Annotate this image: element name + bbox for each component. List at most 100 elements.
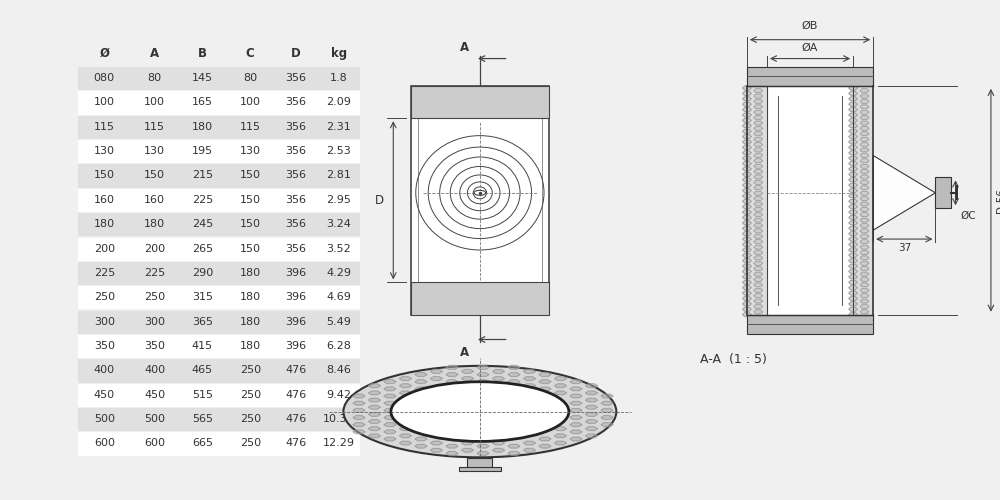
Polygon shape <box>860 94 869 98</box>
Polygon shape <box>849 102 857 106</box>
Text: kg: kg <box>331 47 347 60</box>
Polygon shape <box>743 172 751 176</box>
Polygon shape <box>849 205 857 208</box>
Polygon shape <box>849 221 857 225</box>
Polygon shape <box>754 218 763 222</box>
Polygon shape <box>754 191 763 195</box>
Polygon shape <box>743 286 751 290</box>
Polygon shape <box>860 170 869 173</box>
Polygon shape <box>743 210 751 214</box>
Polygon shape <box>860 283 869 287</box>
Text: 396: 396 <box>285 292 306 302</box>
Polygon shape <box>849 312 857 316</box>
Polygon shape <box>754 116 763 119</box>
Bar <box>78 408 360 431</box>
Polygon shape <box>384 394 396 398</box>
Text: 450: 450 <box>144 390 165 400</box>
Text: 2.53: 2.53 <box>326 146 351 156</box>
Polygon shape <box>508 444 520 448</box>
Polygon shape <box>860 278 869 281</box>
Polygon shape <box>754 250 763 254</box>
Ellipse shape <box>391 382 569 442</box>
Polygon shape <box>415 387 427 391</box>
Polygon shape <box>754 105 763 109</box>
Polygon shape <box>849 258 857 262</box>
Bar <box>78 140 360 163</box>
Polygon shape <box>860 224 869 228</box>
Polygon shape <box>446 380 458 384</box>
Polygon shape <box>860 213 869 216</box>
Polygon shape <box>570 394 582 398</box>
Polygon shape <box>860 196 869 200</box>
Text: 356: 356 <box>285 98 306 108</box>
Polygon shape <box>754 110 763 114</box>
Text: C: C <box>246 47 255 60</box>
Polygon shape <box>849 194 857 198</box>
Polygon shape <box>849 97 857 101</box>
Polygon shape <box>860 272 869 276</box>
Polygon shape <box>754 266 763 270</box>
Bar <box>418 118 542 282</box>
Polygon shape <box>399 434 411 438</box>
Polygon shape <box>754 148 763 152</box>
Text: 80: 80 <box>243 73 257 83</box>
Polygon shape <box>743 275 751 279</box>
Polygon shape <box>492 448 504 452</box>
Polygon shape <box>849 226 857 230</box>
Polygon shape <box>554 441 566 445</box>
Polygon shape <box>570 430 582 434</box>
Polygon shape <box>860 213 869 216</box>
Polygon shape <box>849 280 857 284</box>
Polygon shape <box>860 126 869 130</box>
Polygon shape <box>849 221 857 225</box>
Text: 115: 115 <box>144 122 165 132</box>
Polygon shape <box>743 221 751 225</box>
Polygon shape <box>849 205 857 208</box>
Polygon shape <box>849 270 857 274</box>
Polygon shape <box>860 202 869 206</box>
Text: 150: 150 <box>240 219 261 229</box>
Polygon shape <box>743 92 751 96</box>
Polygon shape <box>601 408 613 412</box>
Polygon shape <box>849 242 857 246</box>
Text: 356: 356 <box>285 219 306 229</box>
Polygon shape <box>368 420 380 424</box>
Polygon shape <box>849 134 857 138</box>
Polygon shape <box>743 226 751 230</box>
Polygon shape <box>860 105 869 109</box>
Polygon shape <box>743 237 751 241</box>
Polygon shape <box>860 191 869 195</box>
Polygon shape <box>384 437 396 441</box>
Polygon shape <box>754 88 763 92</box>
Polygon shape <box>754 94 763 98</box>
Polygon shape <box>860 100 869 103</box>
Polygon shape <box>849 286 857 290</box>
Polygon shape <box>523 384 535 388</box>
Text: 250: 250 <box>94 292 115 302</box>
Polygon shape <box>754 299 763 303</box>
Polygon shape <box>743 86 751 90</box>
Polygon shape <box>743 162 751 166</box>
Polygon shape <box>570 437 582 441</box>
Polygon shape <box>860 186 869 190</box>
Polygon shape <box>860 186 869 190</box>
Polygon shape <box>754 159 763 163</box>
Polygon shape <box>743 205 751 208</box>
Polygon shape <box>754 138 763 141</box>
Text: 600: 600 <box>144 438 165 448</box>
Text: D: D <box>375 194 384 207</box>
Polygon shape <box>849 146 857 150</box>
Polygon shape <box>849 140 857 144</box>
Polygon shape <box>849 275 857 279</box>
Polygon shape <box>477 444 489 448</box>
Polygon shape <box>860 299 869 303</box>
Polygon shape <box>860 121 869 125</box>
Text: D-56: D-56 <box>996 188 1000 213</box>
Polygon shape <box>754 132 763 136</box>
Text: 150: 150 <box>240 244 261 254</box>
Polygon shape <box>415 372 427 376</box>
Polygon shape <box>754 272 763 276</box>
Polygon shape <box>492 376 504 380</box>
Text: 250: 250 <box>240 390 261 400</box>
Polygon shape <box>743 205 751 208</box>
